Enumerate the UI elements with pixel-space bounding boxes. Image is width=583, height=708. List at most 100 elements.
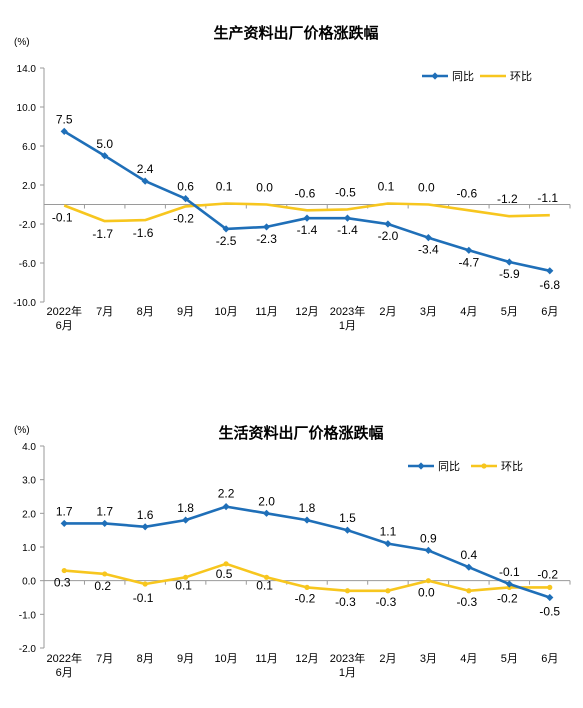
data-point-mom (385, 588, 391, 594)
y-tick-label: 1.0 (22, 543, 36, 554)
data-point-yoy (505, 580, 513, 588)
data-label-yoy: -0.5 (539, 605, 560, 619)
data-point-mom (142, 581, 148, 587)
data-label-yoy: 1.5 (339, 511, 356, 525)
data-point-mom (547, 584, 553, 591)
data-point-yoy (222, 225, 230, 233)
x-tick-label: 6月 (541, 306, 558, 318)
data-label-yoy: -0.1 (499, 565, 520, 579)
data-point-yoy (262, 223, 271, 231)
data-label-yoy: 1.8 (299, 501, 316, 515)
chart-title: 生活资料出厂价格涨跌幅 (218, 424, 383, 442)
data-point-yoy (222, 503, 230, 511)
x-tick-label: 12月 (295, 653, 318, 665)
legend-marker (417, 462, 425, 470)
data-point-mom (304, 584, 310, 591)
data-point-yoy (546, 593, 554, 602)
data-label-yoy: -3.4 (418, 243, 439, 257)
data-label-mom: -0.2 (537, 567, 558, 581)
x-tick-label: 3月 (420, 653, 437, 665)
data-point-mom (466, 588, 472, 594)
x-tick-label: 3月 (420, 306, 437, 318)
x-tick-label: 6月 (56, 320, 73, 332)
data-label-mom: -0.1 (133, 591, 154, 605)
data-label-yoy: 0.4 (461, 548, 478, 562)
data-point-yoy (424, 234, 432, 242)
data-point-yoy (505, 258, 513, 266)
data-label-yoy: -5.9 (499, 267, 520, 281)
x-tick-label: 2022年 (46, 304, 81, 318)
data-label-mom: -0.5 (335, 185, 356, 199)
data-label-mom: -0.2 (295, 591, 316, 605)
y-tick-label: 6.0 (22, 142, 36, 153)
legend-marker (431, 72, 439, 80)
data-point-mom (425, 578, 431, 584)
data-label-mom: 0.1 (175, 578, 192, 592)
x-tick-label: 2022年 (46, 651, 81, 665)
y-unit-label: (%) (14, 425, 30, 436)
data-point-yoy (384, 220, 392, 228)
data-point-yoy (262, 509, 271, 517)
data-label-mom: -0.6 (295, 186, 316, 200)
producer-goods-chart: 生产资料出厂价格涨跌幅 (%) 14.0 10.0 6.0 2.0 -2.0 -6.0 -10.… (13, 24, 571, 332)
consumer-goods-chart: 生活资料出厂价格涨跌幅 (%) 4.0 3.0 2.0 1.0 0.0 -1.0 -2.0 202… (14, 424, 571, 679)
y-tick-label: 10.0 (17, 103, 37, 114)
y-tick-label: -2.0 (19, 220, 37, 231)
data-point-mom (223, 561, 229, 567)
data-label-mom: -1.7 (92, 227, 113, 241)
legend-label: 同比 (438, 460, 460, 473)
data-point-mom (61, 567, 67, 574)
data-label-mom: -0.3 (335, 595, 356, 609)
data-label-yoy: 2.2 (218, 487, 235, 501)
x-tick-label: 12月 (295, 306, 318, 318)
data-label-yoy: -6.8 (539, 278, 560, 292)
y-tick-label: 2.0 (22, 181, 36, 192)
data-label-yoy: 5.0 (96, 137, 113, 151)
x-tick-label: 4月 (460, 306, 477, 318)
data-point-yoy (182, 195, 190, 203)
data-point-yoy (424, 546, 432, 554)
x-tick-label: 9月 (177, 306, 194, 318)
data-label-mom: 0.0 (256, 181, 273, 195)
data-label-yoy: -2.0 (378, 229, 399, 243)
y-tick-label: 14.0 (17, 64, 37, 75)
data-point-yoy (303, 516, 311, 524)
data-label-mom: -0.3 (457, 595, 478, 609)
data-label-yoy: -1.4 (297, 223, 318, 237)
data-point-yoy (303, 214, 311, 222)
y-unit-label: (%) (14, 37, 30, 48)
data-label-mom: 0.0 (418, 181, 435, 195)
x-tick-label: 7月 (96, 653, 113, 665)
data-label-yoy: 1.7 (56, 504, 73, 518)
data-label-yoy: -2.5 (216, 234, 237, 248)
data-point-yoy (60, 127, 68, 135)
data-point-yoy (141, 177, 149, 185)
data-point-mom (344, 588, 351, 594)
legend-label: 环比 (510, 70, 532, 83)
series-line-yoy (63, 130, 551, 273)
data-label-mom: -0.6 (457, 186, 478, 200)
data-label-mom: 0.0 (418, 586, 435, 600)
x-tick-label: 2023年 (330, 304, 365, 318)
data-label-mom: 0.1 (216, 180, 233, 194)
x-tick-label: 6月 (56, 667, 73, 679)
data-label-yoy: 1.6 (137, 508, 154, 522)
data-point-yoy (101, 519, 109, 528)
data-point-yoy (343, 526, 352, 534)
legend-label: 环比 (501, 460, 523, 473)
data-label-yoy: -1.4 (337, 223, 358, 237)
x-tick-label: 11月 (255, 653, 277, 665)
y-tick-label: -6.0 (19, 259, 37, 270)
y-tick-label: 0.0 (22, 577, 36, 588)
y-tick-label: -10.0 (13, 298, 36, 309)
data-label-yoy: -2.3 (256, 232, 277, 246)
data-label-yoy: 1.8 (177, 501, 194, 515)
data-label-yoy: 7.5 (56, 112, 73, 126)
x-tick-label: 11月 (255, 306, 277, 318)
data-label-mom: -0.3 (376, 595, 397, 609)
data-label-yoy: 0.9 (420, 531, 437, 545)
data-label-mom: -1.6 (133, 226, 154, 240)
y-tick-label: -2.0 (19, 644, 37, 655)
data-point-yoy (546, 267, 554, 275)
